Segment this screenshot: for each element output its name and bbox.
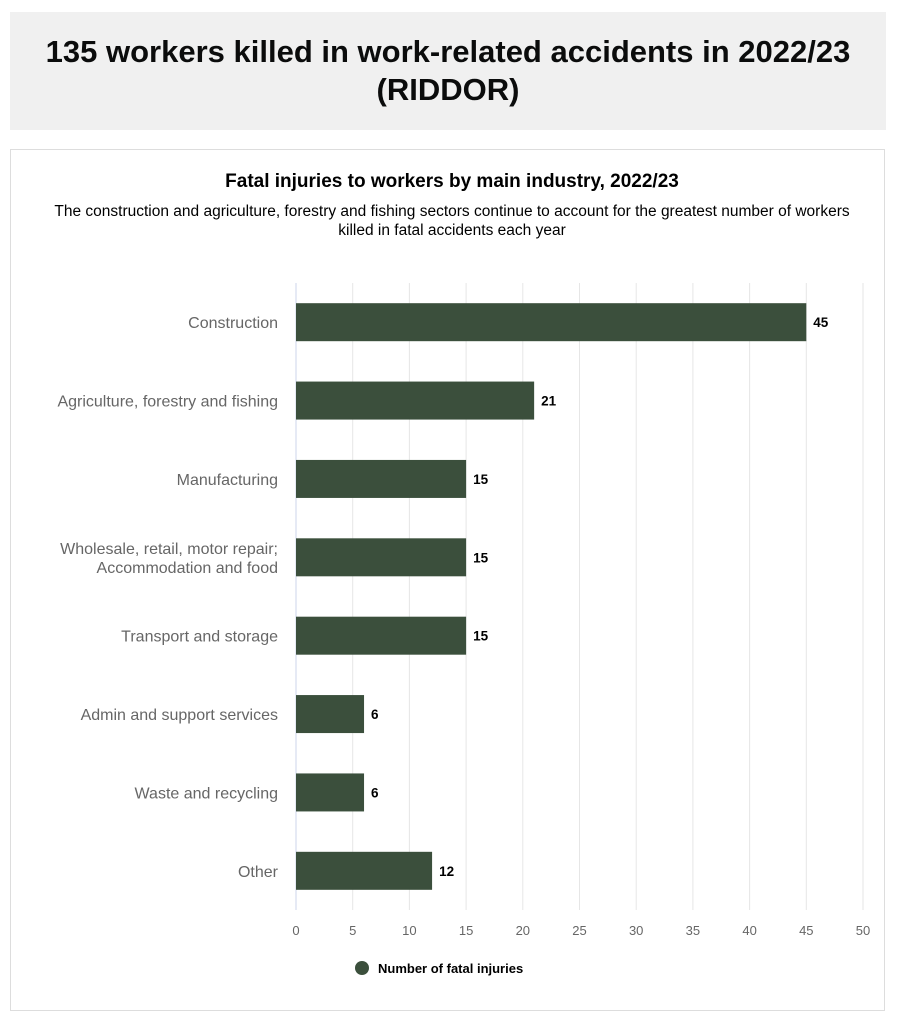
- data-label: 12: [439, 864, 454, 879]
- data-label: 15: [473, 472, 489, 487]
- category-label: Transport and storage: [121, 629, 278, 646]
- category-label: Agriculture, forestry and fishing: [57, 394, 278, 411]
- bar: [296, 773, 365, 812]
- x-tick-label: 50: [856, 923, 870, 938]
- chart-subtitle: The construction and agriculture, forest…: [54, 203, 850, 239]
- data-label: 21: [541, 394, 557, 409]
- x-tick-label: 20: [516, 923, 530, 938]
- data-label: 15: [473, 550, 489, 565]
- x-tick-label: 10: [402, 923, 416, 938]
- x-tick-label: 45: [799, 923, 813, 938]
- data-label: 6: [371, 785, 379, 800]
- x-tick-label: 40: [742, 923, 756, 938]
- bar: [296, 695, 365, 734]
- category-label: Waste and recycling: [135, 785, 278, 802]
- legend-marker: [355, 961, 369, 975]
- x-tick-label: 0: [292, 923, 299, 938]
- page-title: 135 workers killed in work-related accid…: [45, 34, 851, 107]
- bar: [296, 303, 807, 342]
- data-label: 45: [813, 315, 829, 330]
- bar: [296, 459, 467, 498]
- category-label: Wholesale, retail, motor repair; Accommod…: [60, 541, 278, 577]
- category-label: Other: [238, 864, 279, 881]
- chart-card: [10, 149, 885, 1011]
- bar: [296, 616, 467, 655]
- page-banner: 135 workers killed in work-related accid…: [10, 12, 886, 130]
- data-label: 15: [473, 629, 489, 644]
- category-label: Construction: [188, 315, 278, 332]
- chart-title: Fatal injuries to workers by main indust…: [225, 171, 679, 192]
- category-label: Admin and support services: [81, 707, 278, 724]
- x-tick-label: 35: [686, 923, 700, 938]
- bar: [296, 851, 433, 890]
- bar: [296, 538, 467, 577]
- x-tick-label: 15: [459, 923, 473, 938]
- x-tick-label: 5: [349, 923, 356, 938]
- legend-label[interactable]: Number of fatal injuries: [378, 961, 523, 976]
- category-label: Manufacturing: [177, 472, 278, 489]
- data-label: 6: [371, 707, 379, 722]
- bar: [296, 381, 535, 420]
- x-tick-label: 30: [629, 923, 643, 938]
- x-tick-label: 25: [572, 923, 586, 938]
